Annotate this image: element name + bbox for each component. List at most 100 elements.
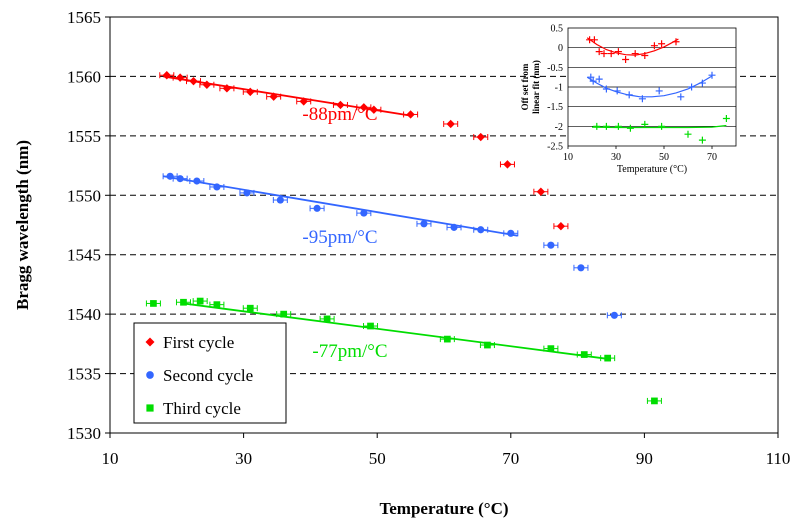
second-cycle-point — [193, 177, 201, 185]
y-tick-label: 1540 — [67, 305, 101, 324]
inset-point — [658, 40, 666, 48]
inset-x-tick-label: 10 — [563, 152, 573, 163]
y-tick-label: 1555 — [67, 127, 101, 146]
inset-point — [613, 87, 621, 95]
inset-point — [688, 83, 696, 91]
inset-point — [600, 50, 608, 58]
inset-y-tick-label: -2.5 — [547, 142, 563, 153]
inset-y-tick-label: -1.5 — [547, 102, 563, 113]
inset-point — [625, 91, 633, 99]
third-cycle-point — [150, 300, 157, 307]
second-cycle-fit-line — [163, 175, 518, 237]
inset-point — [631, 50, 639, 58]
third-cycle-point — [443, 335, 451, 343]
third-cycle-slope-label: -77pm/°C — [312, 341, 387, 362]
third-cycle-point — [213, 301, 221, 308]
second-cycle-point — [450, 223, 458, 231]
fit-slope-labels: -88pm/°C -95pm/°C -77pm/°C — [302, 104, 387, 362]
second-cycle-point — [243, 189, 251, 197]
second-cycle-legend-label: Second cycle — [163, 366, 253, 385]
inset-point — [614, 48, 622, 56]
inset-point — [677, 93, 685, 101]
third-cycle-point — [651, 397, 658, 405]
second-cycle-slope-label: -95pm/°C — [302, 227, 377, 248]
x-tick-label: 50 — [369, 449, 386, 468]
inset-point — [698, 136, 706, 144]
inset-point — [655, 87, 663, 95]
inset-point — [722, 114, 730, 122]
first-cycle-point — [536, 187, 546, 196]
second-cycle-point — [547, 241, 555, 249]
legend-box — [133, 322, 287, 424]
inset-point — [595, 48, 603, 56]
x-axis-label: Temperature (°C) — [379, 499, 508, 518]
inset-y-axis-label-line-2: linear fit (nm) — [531, 60, 541, 114]
y-tick-label: 1545 — [67, 246, 101, 265]
inset-x-tick-label: 50 — [659, 152, 669, 163]
inset-point — [602, 85, 610, 93]
plot-frame — [109, 16, 779, 434]
data-points — [145, 71, 662, 405]
inset-point — [708, 71, 716, 79]
inset-points — [586, 36, 730, 144]
second-cycle-point — [507, 229, 515, 237]
x-tick-label: 110 — [766, 449, 791, 468]
inset-point — [698, 79, 706, 87]
inset-point — [587, 73, 595, 81]
x-tick-label: 10 — [102, 449, 119, 468]
first-cycle-slope-label: -88pm/°C — [302, 104, 377, 125]
third-cycle-point — [180, 298, 187, 306]
first-cycle-point — [446, 119, 455, 129]
third-cycle-point — [604, 354, 612, 362]
x-tick-label: 70 — [502, 449, 519, 468]
first-cycle-legend-label: First cycle — [163, 333, 234, 352]
second-cycle-legend-marker — [146, 371, 154, 379]
inset-point — [622, 55, 630, 63]
first-cycle-point — [202, 80, 212, 89]
second-cycle-point — [166, 172, 174, 180]
second-cycle-point — [610, 311, 618, 319]
inset-x-tick-label: 70 — [707, 152, 717, 163]
third-cycle-fit-line — [183, 302, 612, 361]
inset-point — [595, 75, 603, 83]
y-tick-label: 1550 — [67, 186, 101, 205]
first-cycle-point — [556, 221, 566, 231]
inset-y-tick-label: 0.5 — [551, 24, 564, 35]
y-tick-label: 1530 — [67, 424, 101, 443]
inset-y-tick-label: -0.5 — [547, 63, 563, 74]
x-tick-label: 90 — [636, 449, 653, 468]
inset-y-tick-label: -1 — [555, 83, 563, 94]
first-cycle-point — [246, 87, 255, 97]
inset-point — [641, 52, 649, 60]
x-tick-label: 30 — [235, 449, 252, 468]
inset-point — [614, 122, 622, 130]
second-cycle-point — [313, 204, 321, 212]
first-cycle-point — [269, 92, 278, 101]
x-axis-ticks: 10 30 50 70 90 110 — [102, 433, 791, 468]
third-cycle-point — [484, 341, 491, 349]
second-cycle-point — [176, 175, 184, 183]
second-cycle-point — [276, 196, 284, 204]
inset-y-axis-label-line-1: Off set from — [520, 63, 530, 110]
third-cycle-point — [323, 315, 331, 323]
third-cycle-point — [547, 345, 555, 352]
first-cycle-point — [503, 160, 512, 169]
inset-x-tick-label: 30 — [611, 152, 621, 163]
y-axis-label: Bragg wavelength (nm) — [13, 140, 32, 310]
inset-frame — [567, 27, 737, 147]
first-cycle-point — [359, 103, 369, 112]
third-cycle-point — [196, 297, 204, 305]
inset-y-ticks: 0.5 0 -0.5 -1 -1.5 -2 -2.5 — [547, 24, 563, 153]
y-tick-label: 1565 — [67, 8, 101, 27]
inset-point — [684, 130, 692, 138]
inset-point — [602, 122, 610, 130]
inset-point — [672, 38, 680, 46]
inset-y-tick-label: -2 — [555, 122, 563, 133]
y-axis-ticks: 1530 1535 1540 1545 1550 1555 1560 1565 — [67, 8, 110, 443]
third-cycle-legend-label: Third cycle — [163, 399, 241, 418]
y-tick-label: 1560 — [67, 67, 101, 86]
first-cycle-legend-marker — [145, 337, 155, 347]
first-cycle-point — [299, 97, 308, 106]
inset-chart: 0.5 0 -0.5 -1 -1.5 -2 -2.5 10 30 50 70 Temperatur… — [520, 24, 737, 175]
first-cycle-point — [476, 132, 485, 142]
